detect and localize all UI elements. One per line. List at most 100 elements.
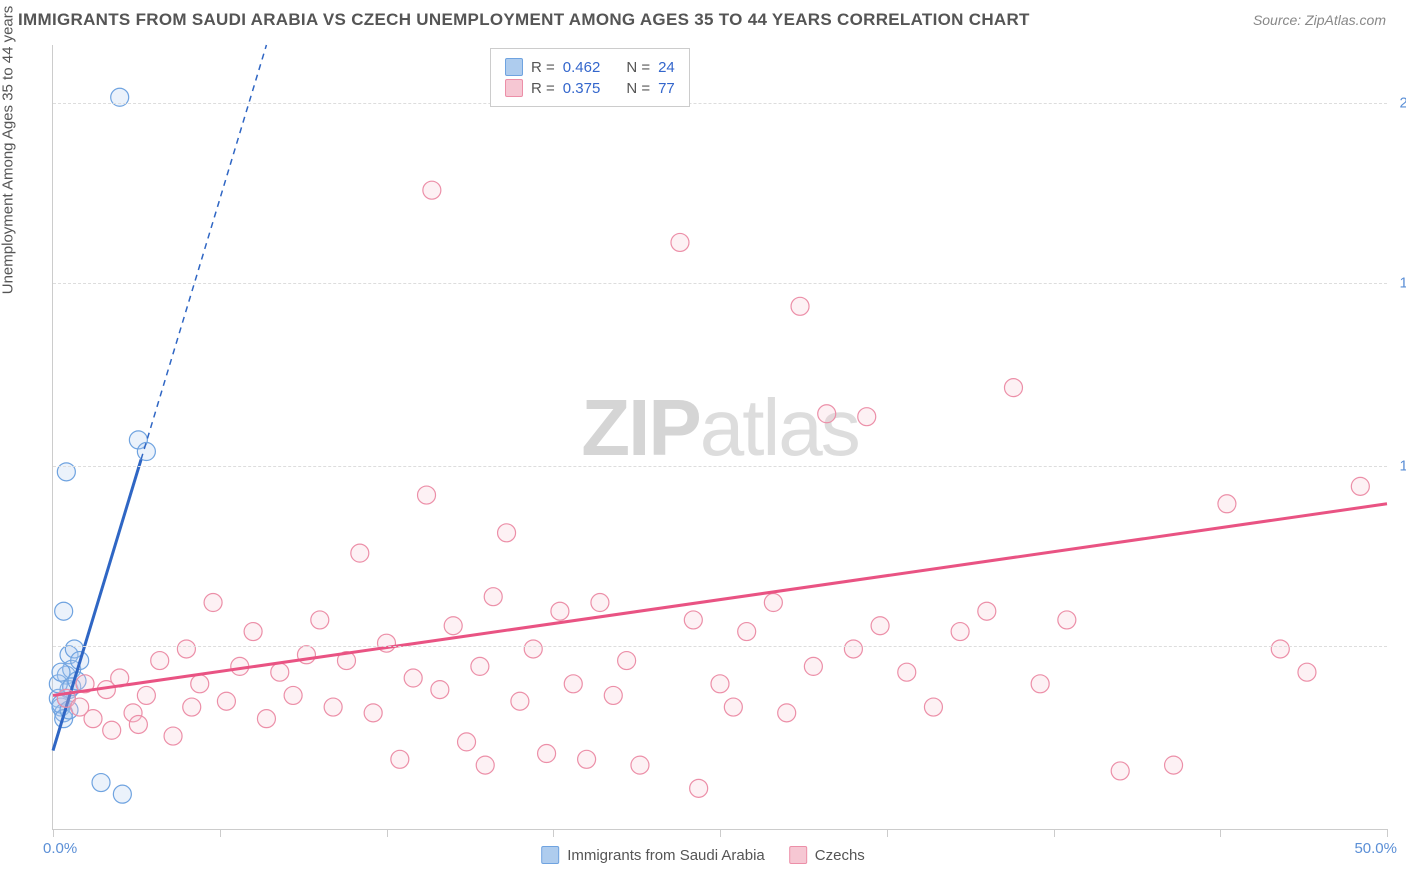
scatter-point — [1111, 762, 1129, 780]
scatter-point — [191, 675, 209, 693]
scatter-point — [818, 405, 836, 423]
x-tick — [720, 829, 721, 837]
scatter-point — [898, 663, 916, 681]
legend-label-czechs: Czechs — [815, 847, 865, 864]
scatter-point — [1004, 379, 1022, 397]
legend-swatch-saudi — [505, 58, 523, 76]
n-label: N = — [626, 80, 650, 97]
legend-swatch-saudi-bottom — [541, 846, 559, 864]
scatter-point — [631, 756, 649, 774]
scatter-point — [484, 588, 502, 606]
grid-line — [53, 103, 1387, 104]
scatter-point — [471, 657, 489, 675]
x-tick — [220, 829, 221, 837]
legend-bottom: Immigrants from Saudi Arabia Czechs — [541, 846, 865, 864]
legend-row-saudi: R = 0.462 N = 24 — [505, 58, 675, 76]
n-label: N = — [626, 59, 650, 76]
scatter-point — [103, 721, 121, 739]
scatter-point — [183, 698, 201, 716]
x-tick-label-min: 0.0% — [43, 840, 77, 857]
y-tick-label: 25.0% — [1399, 95, 1406, 112]
scatter-point — [924, 698, 942, 716]
scatter-point — [458, 733, 476, 751]
scatter-point — [404, 669, 422, 687]
scatter-point — [1351, 477, 1369, 495]
scatter-point — [137, 443, 155, 461]
scatter-point — [423, 181, 441, 199]
scatter-point — [1271, 640, 1289, 658]
plot-area: ZIPatlas 0.0% 50.0% 6.3%12.5%18.8%25.0% — [52, 45, 1387, 830]
scatter-point — [217, 692, 235, 710]
scatter-point — [137, 686, 155, 704]
legend-row-czechs: R = 0.375 N = 77 — [505, 79, 675, 97]
scatter-point — [511, 692, 529, 710]
scatter-point — [204, 594, 222, 612]
legend-item-saudi: Immigrants from Saudi Arabia — [541, 846, 765, 864]
scatter-point — [1031, 675, 1049, 693]
y-tick-label: 18.8% — [1399, 275, 1406, 292]
scatter-point — [564, 675, 582, 693]
scatter-point — [244, 623, 262, 641]
scatter-point — [844, 640, 862, 658]
scatter-point — [257, 710, 275, 728]
y-tick-label: 12.5% — [1399, 458, 1406, 475]
scatter-point — [524, 640, 542, 658]
r-label: R = — [531, 59, 555, 76]
scatter-point — [476, 756, 494, 774]
trendline-solid — [53, 504, 1387, 696]
grid-line — [53, 646, 1387, 647]
scatter-point — [271, 663, 289, 681]
scatter-point — [724, 698, 742, 716]
r-value-czechs: 0.375 — [563, 80, 601, 97]
scatter-point — [578, 750, 596, 768]
scatter-point — [858, 408, 876, 426]
n-value-czechs: 77 — [658, 80, 675, 97]
scatter-point — [129, 715, 147, 733]
scatter-point — [978, 602, 996, 620]
x-tick — [53, 829, 54, 837]
scatter-point — [311, 611, 329, 629]
scatter-point — [1218, 495, 1236, 513]
legend-label-saudi: Immigrants from Saudi Arabia — [567, 847, 765, 864]
grid-line — [53, 283, 1387, 284]
scatter-point — [52, 663, 70, 681]
scatter-point — [871, 617, 889, 635]
n-value-saudi: 24 — [658, 59, 675, 76]
x-tick — [553, 829, 554, 837]
x-tick-label-max: 50.0% — [1354, 840, 1397, 857]
scatter-point — [711, 675, 729, 693]
scatter-point — [738, 623, 756, 641]
scatter-point — [284, 686, 302, 704]
scatter-point — [604, 686, 622, 704]
scatter-point — [1058, 611, 1076, 629]
x-tick — [1220, 829, 1221, 837]
scatter-point — [498, 524, 516, 542]
x-tick — [1054, 829, 1055, 837]
scatter-point — [778, 704, 796, 722]
scatter-point — [618, 652, 636, 670]
scatter-point — [113, 785, 131, 803]
scatter-point — [84, 710, 102, 728]
scatter-point — [671, 233, 689, 251]
plot-svg — [53, 45, 1387, 829]
grid-line — [53, 466, 1387, 467]
scatter-point — [804, 657, 822, 675]
scatter-point — [431, 681, 449, 699]
x-tick — [1387, 829, 1388, 837]
scatter-point — [538, 745, 556, 763]
scatter-point — [164, 727, 182, 745]
scatter-point — [791, 297, 809, 315]
scatter-point — [151, 652, 169, 670]
r-label: R = — [531, 80, 555, 97]
scatter-point — [92, 774, 110, 792]
r-value-saudi: 0.462 — [563, 59, 601, 76]
legend-item-czechs: Czechs — [789, 846, 865, 864]
legend-top: R = 0.462 N = 24 R = 0.375 N = 77 — [490, 48, 690, 107]
chart-container: IMMIGRANTS FROM SAUDI ARABIA VS CZECH UN… — [0, 0, 1406, 892]
scatter-point — [351, 544, 369, 562]
scatter-point — [684, 611, 702, 629]
scatter-point — [444, 617, 462, 635]
scatter-point — [324, 698, 342, 716]
x-tick — [387, 829, 388, 837]
scatter-point — [418, 486, 436, 504]
